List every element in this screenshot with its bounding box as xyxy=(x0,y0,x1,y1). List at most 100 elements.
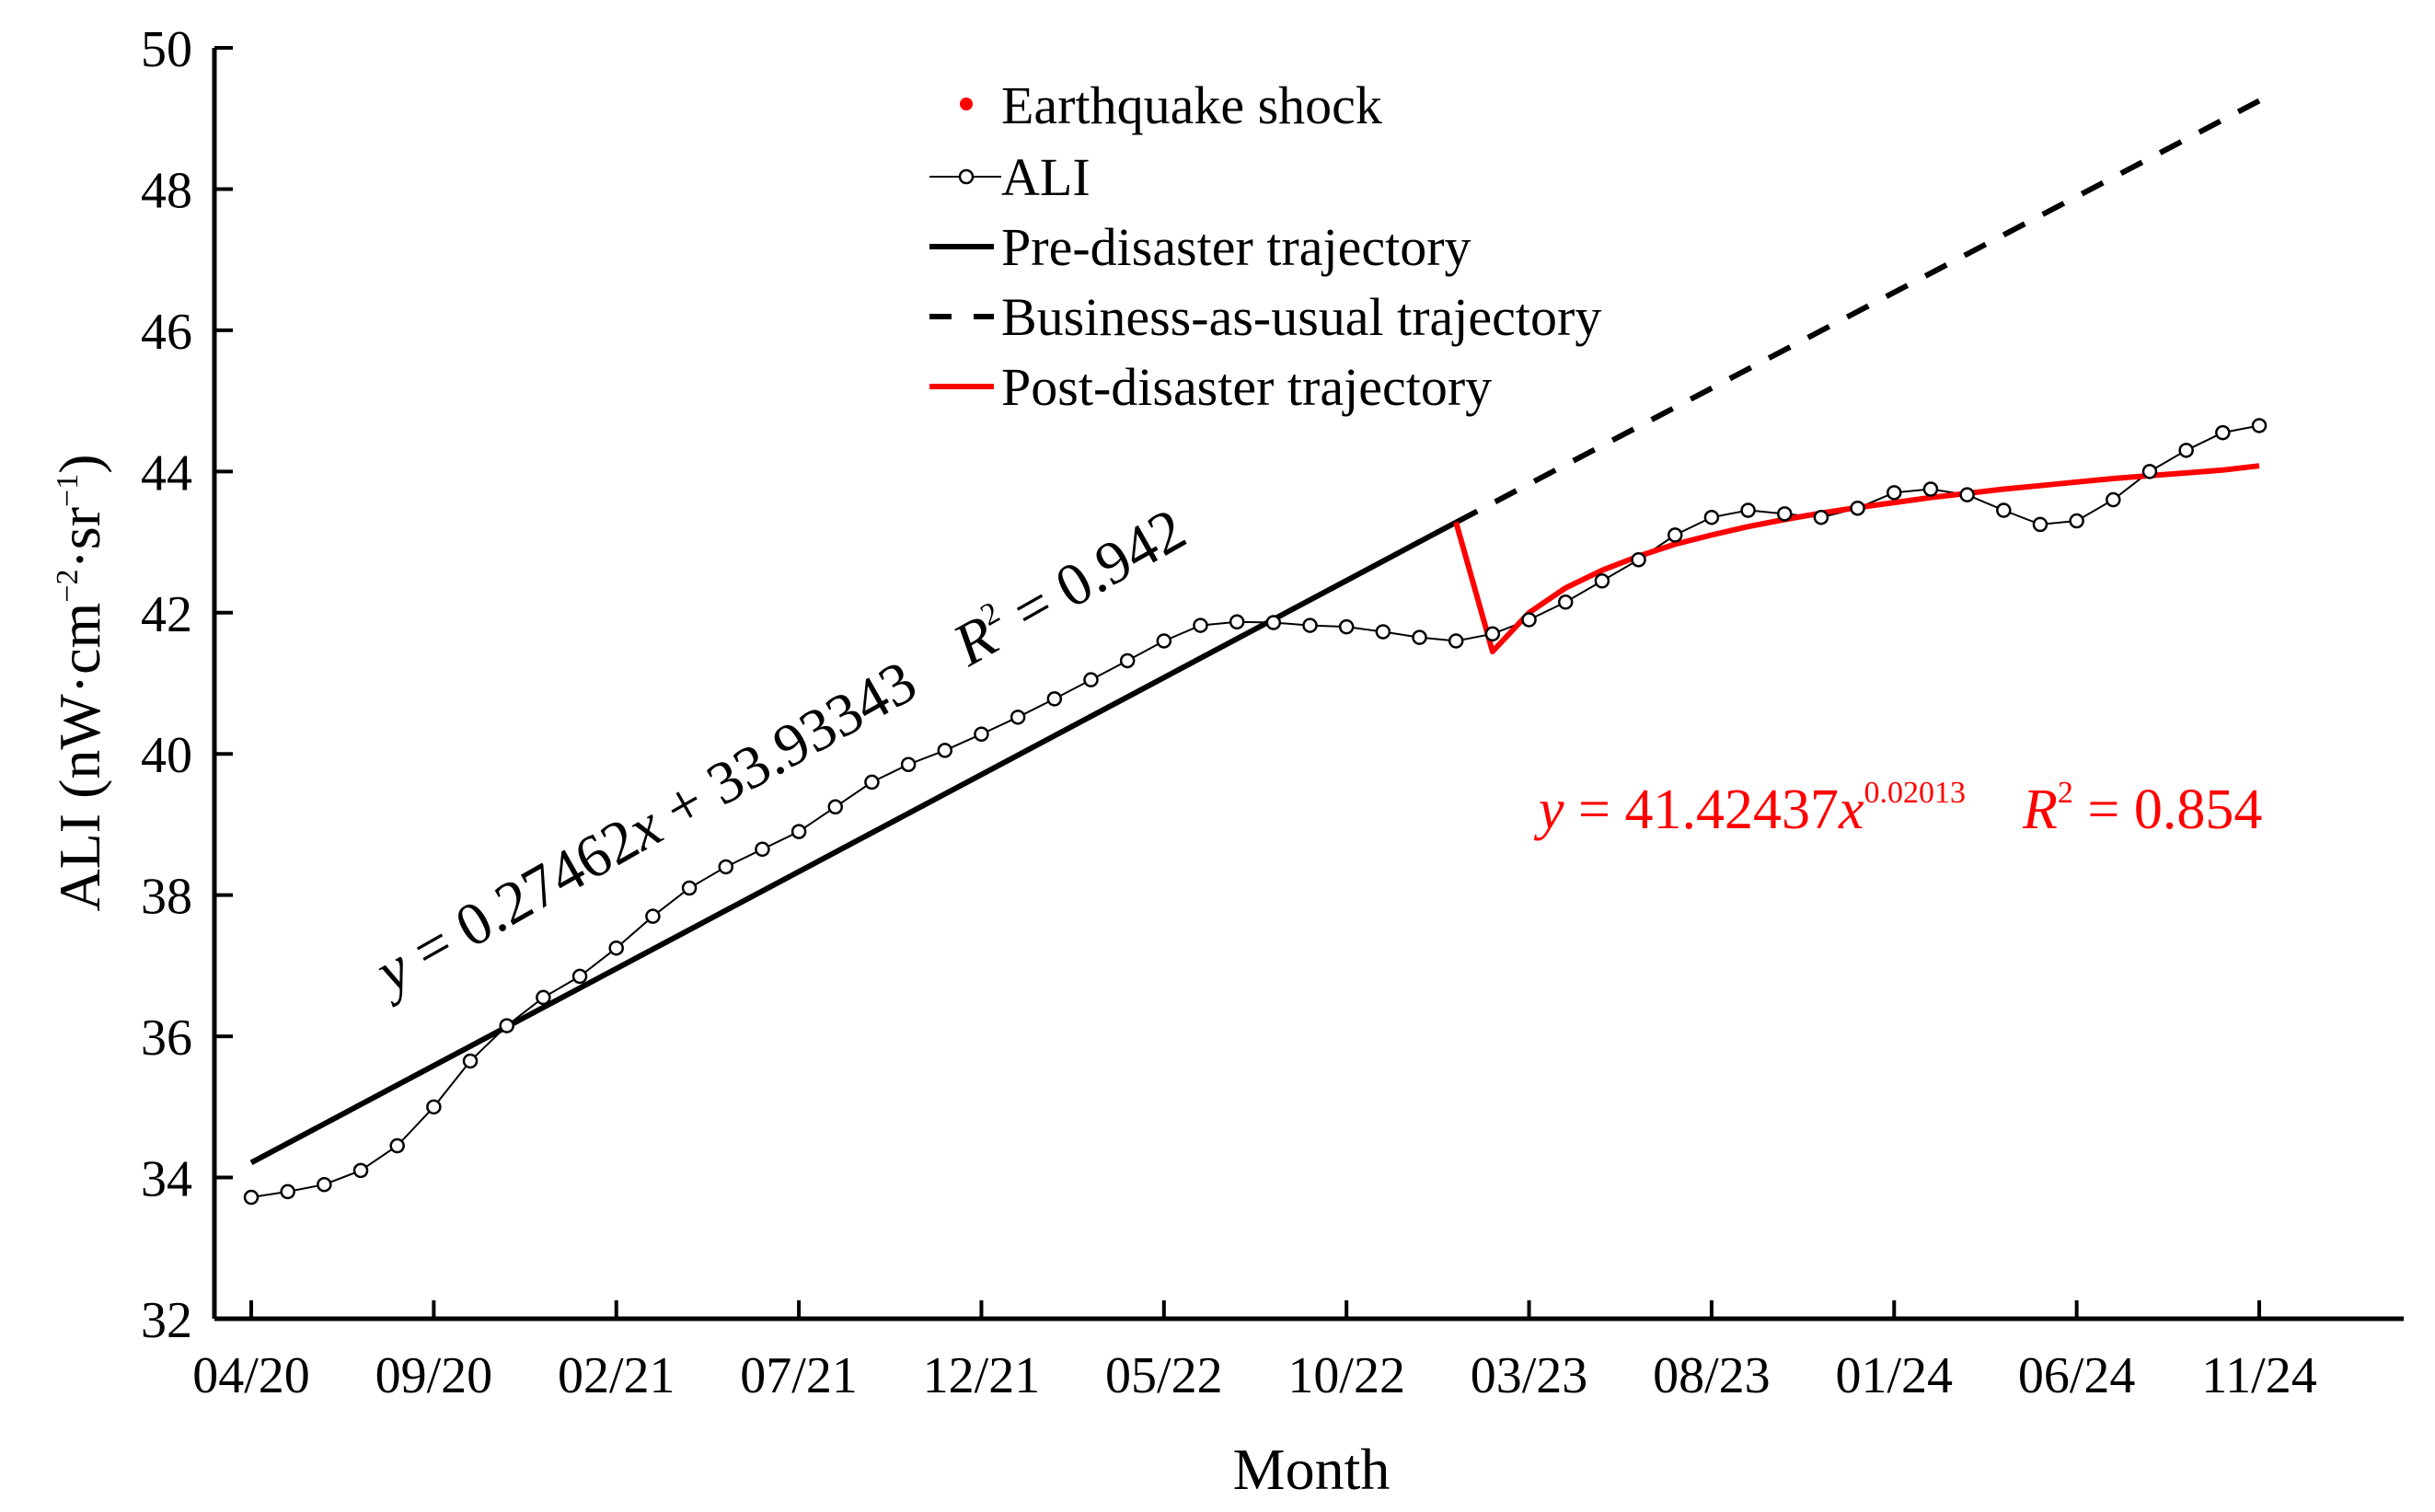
post-disaster-trajectory-line xyxy=(1453,463,2260,654)
y-tick-label: 48 xyxy=(141,162,192,219)
legend-label-bau: Business-as-usual trajectory xyxy=(1001,287,1601,347)
y-axis-title-post: ) xyxy=(47,454,112,473)
pre-disaster-equation: y = 0.27462x + 33.93343R2 = 0.942 xyxy=(360,496,1196,1009)
ali-data-point xyxy=(1484,626,1501,642)
ali-data-point xyxy=(1265,615,1282,630)
ali-data-point xyxy=(1375,624,1391,640)
post-eq-r-exp: 2 xyxy=(2058,776,2073,810)
x-tick-label: 09/20 xyxy=(375,1347,493,1404)
ali-data-point xyxy=(389,1137,405,1154)
ali-data-point xyxy=(1959,487,1975,502)
ali-data-point xyxy=(1119,652,1136,669)
ali-data-point xyxy=(1046,691,1063,707)
x-ticks: 04/20 09/20 02/21 07/21 12/21 05/22 10/22 03/23… xyxy=(192,1300,2317,1404)
ali-data-point xyxy=(900,756,917,772)
pre-disaster-trajectory-line xyxy=(249,519,1458,1166)
ali-data-point xyxy=(1703,509,1720,525)
legend-label-pre: Pre-disaster trajectory xyxy=(1001,217,1471,277)
ali-data-point xyxy=(1448,633,1464,649)
ali-data-point xyxy=(2069,513,2084,529)
x-tick-label: 06/24 xyxy=(2018,1347,2136,1404)
legend-label-earthquake: Earthquake shock xyxy=(1001,75,1382,135)
y-axis-title-pre: ALI (nW·cm xyxy=(47,603,112,912)
pre-eq-r-tail: = 0.942 xyxy=(988,496,1196,653)
y-axis-title-mid: ·sr xyxy=(47,507,112,570)
ali-data-point xyxy=(1302,617,1318,633)
ali-data-point xyxy=(645,908,661,924)
business-as-usual-trajectory-line xyxy=(1454,98,2261,525)
x-tick-label: 02/21 xyxy=(558,1347,675,1404)
ali-data-point xyxy=(1521,612,1537,628)
y-tick-label: 38 xyxy=(141,869,192,926)
ali-data-point xyxy=(791,824,807,839)
post-eq-r: R xyxy=(2022,779,2058,841)
post-eq-r-tail: = 0.854 xyxy=(2073,779,2262,841)
x-tick-label: 10/22 xyxy=(1287,1347,1405,1404)
ali-data-point xyxy=(1412,629,1427,645)
ali-data-point xyxy=(1338,618,1355,635)
legend-label-post: Post-disaster trajectory xyxy=(1001,357,1492,417)
ali-data-point xyxy=(1887,485,1902,501)
ali-data-point xyxy=(718,859,733,875)
series-layer xyxy=(243,98,2268,1206)
x-tick-label: 04/20 xyxy=(192,1347,310,1404)
ali-data-point xyxy=(1922,481,1939,497)
ali-data-point xyxy=(1777,506,1793,522)
y-axis-title: ALI (nW·cm−2·sr−1) xyxy=(47,454,112,911)
ali-series-line xyxy=(250,424,2260,1198)
ali-data-point xyxy=(571,968,588,985)
x-tick-label: 01/24 xyxy=(1835,1347,1953,1404)
ali-data-point xyxy=(1193,617,1208,633)
y-tick-label: 36 xyxy=(141,1010,192,1067)
x-tick-label: 07/21 xyxy=(740,1347,858,1404)
ali-data-point xyxy=(755,841,770,858)
x-axis-title: Month xyxy=(1233,1437,1391,1502)
ali-data-point xyxy=(681,880,698,896)
legend-ali-marker xyxy=(958,168,975,185)
ali-data-point xyxy=(1083,672,1099,687)
ali-data-point xyxy=(536,989,551,1006)
y-tick-label: 46 xyxy=(141,304,192,361)
ali-data-point xyxy=(2106,491,2121,508)
post-eq-x: x xyxy=(1838,779,1864,841)
ali-data-point xyxy=(352,1162,369,1179)
ali-data-point xyxy=(608,940,624,956)
ali-data-point xyxy=(499,1018,514,1033)
ali-data-point xyxy=(1996,502,2012,518)
post-disaster-equation: y = 41.42437x0.02013 R2 = 0.854 xyxy=(1533,776,2262,841)
ali-data-point xyxy=(462,1053,479,1069)
post-eq-y: y xyxy=(1533,779,1564,841)
y-tick-label: 34 xyxy=(141,1151,192,1208)
y-tick-label: 44 xyxy=(141,444,192,502)
x-tick-label: 05/22 xyxy=(1105,1347,1223,1404)
x-tick-label: 11/24 xyxy=(2201,1347,2316,1404)
ali-data-point xyxy=(2141,464,2158,479)
legend: Earthquake shock ALI Pre-disaster trajec… xyxy=(929,75,1601,417)
axes xyxy=(212,48,2404,1322)
ali-data-point xyxy=(974,726,989,742)
ali-data-point xyxy=(1813,509,1829,525)
ali-data-point xyxy=(1010,710,1026,725)
legend-label-ali: ALI xyxy=(1001,147,1091,207)
ali-data-point xyxy=(1229,614,1245,630)
ali-data-point xyxy=(2251,418,2268,433)
ali-data-point xyxy=(937,743,953,758)
ali-data-point xyxy=(2215,424,2231,441)
ali-data-point xyxy=(1156,633,1172,649)
y-tick-label: 50 xyxy=(141,21,192,78)
ali-data-point xyxy=(827,799,844,815)
y-axis-title-exp2: −1 xyxy=(51,474,85,507)
pre-eq-tail: + 33.93343 xyxy=(640,648,927,850)
y-tick-label: 32 xyxy=(141,1292,192,1349)
post-eq-x-exp: 0.02013 xyxy=(1864,776,1967,810)
ali-data-point xyxy=(1557,594,1574,610)
legend-earthquake-marker xyxy=(960,98,973,110)
y-tick-label: 40 xyxy=(141,727,192,784)
post-eq-rhs: = 41.42437 xyxy=(1564,779,1839,841)
ali-data-point xyxy=(1631,551,1646,568)
x-tick-label: 12/21 xyxy=(923,1347,1041,1404)
ali-data-point xyxy=(1667,527,1683,543)
x-tick-label: 03/23 xyxy=(1471,1347,1588,1404)
x-tick-label: 08/23 xyxy=(1653,1347,1771,1404)
